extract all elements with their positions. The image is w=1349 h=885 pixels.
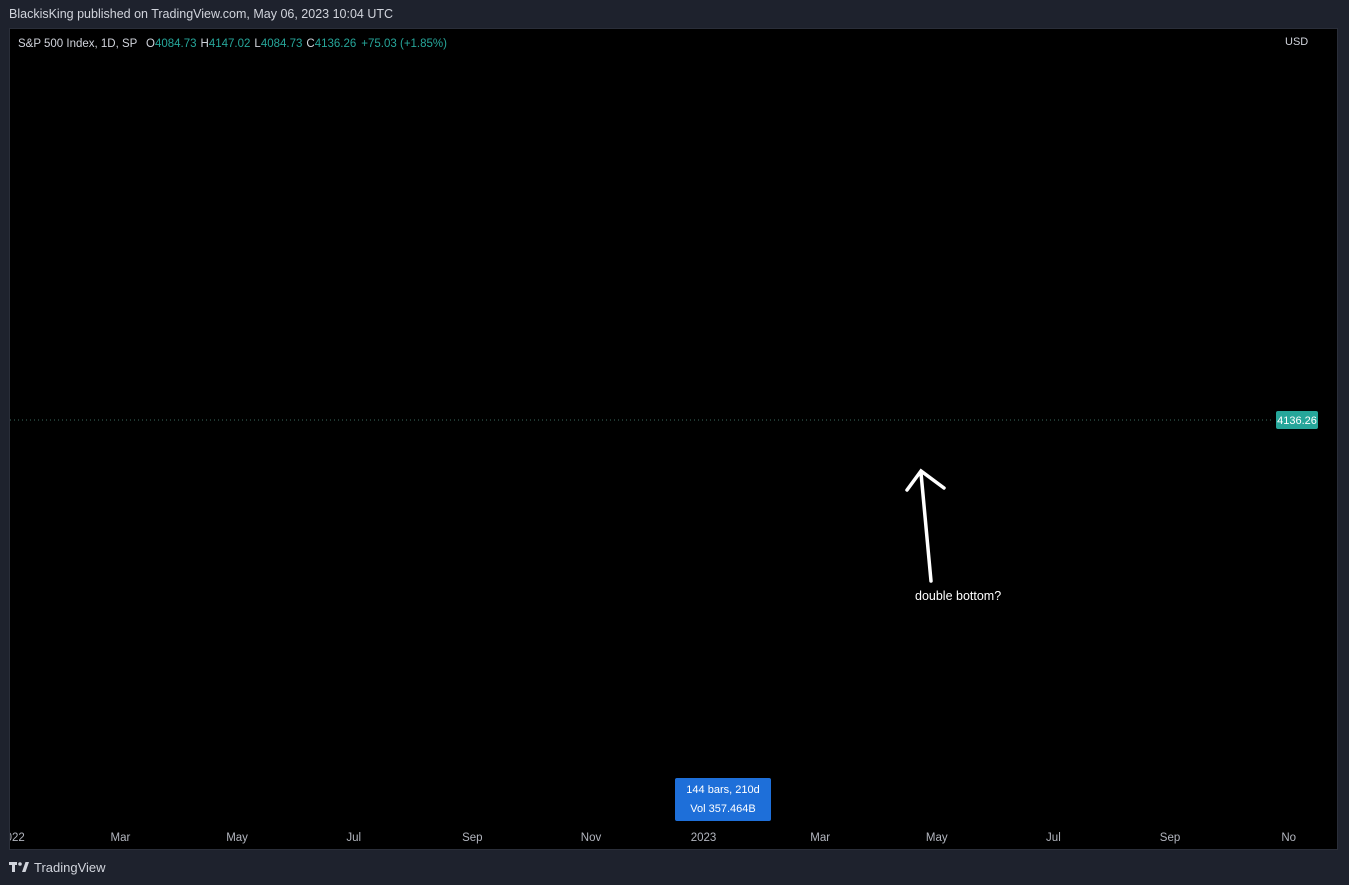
chart-frame[interactable]: 2022 Mar May Jul Sep Nov 2023 Mar May Jul Sep No S&… [9,28,1338,850]
legend-ohlc: O4084.73 H4147.02 L4084.73 C4136.26 +75.03 (… [146,38,447,50]
legend-c-label: C [306,38,314,50]
x-tick-label: No [1281,832,1296,844]
footer-brand[interactable]: TradingView [34,859,106,875]
x-tick-label: Jul [1046,832,1061,844]
x-tick-label: 2023 [691,832,717,844]
arrow-annotation[interactable] [905,468,946,583]
x-tick-label: May [926,832,948,844]
measure-bars: 144 bars, 210d [686,784,759,796]
price-chart[interactable]: 2022 Mar May Jul Sep Nov 2023 Mar May Jul Sep No S&… [10,29,1339,851]
current-price-label-bg [1276,411,1318,429]
publisher-text: BlackisKing published on TradingView.com… [9,7,394,21]
x-tick-label: Mar [111,832,131,844]
legend-change: +75.03 (+1.85%) [361,38,447,50]
x-tick-label: May [226,832,248,844]
x-tick-label: Sep [1160,832,1180,844]
tradingview-logo-icon [9,862,29,872]
annotation-text[interactable]: double bottom? [915,589,1001,603]
legend-close-value: 4136.26 [315,38,357,50]
x-tick-label: Mar [810,832,830,844]
legend-low-value: 4084.73 [261,38,303,50]
x-tick-label: Sep [462,832,482,844]
measure-volume: Vol 357.464B [690,803,755,815]
x-tick-label: 2022 [10,832,25,844]
legend-high-value: 4147.02 [209,38,251,50]
currency-label: USD [1285,36,1308,48]
legend-o-label: O [146,38,155,50]
legend-symbol[interactable]: S&P 500 Index, 1D, SP [18,38,138,50]
current-price-label: 4136.26 [1277,415,1317,427]
x-tick-label: Jul [346,832,361,844]
x-tick-label: Nov [581,832,602,844]
measure-box-bg [675,778,771,821]
legend-open-value: 4084.73 [155,38,197,50]
publisher-bar: BlackisKing published on TradingView.com… [0,0,1349,28]
footer: TradingView [9,857,106,877]
legend-h-label: H [201,38,209,50]
legend-l-label: L [254,38,261,50]
